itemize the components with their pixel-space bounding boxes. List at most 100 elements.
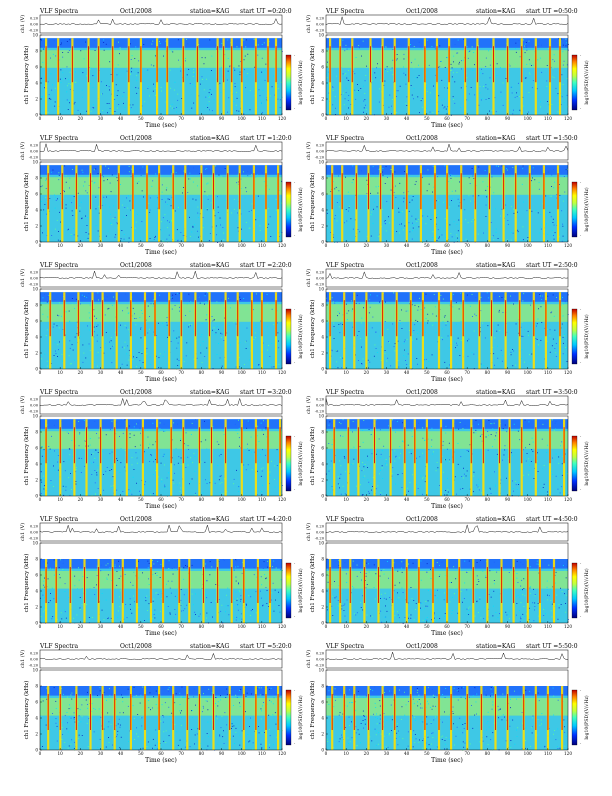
- spectrogram-speck: [42, 456, 43, 457]
- spectrogram-speck: [214, 327, 215, 328]
- burst-core: [78, 300, 79, 336]
- spectrogram-speck: [399, 446, 400, 447]
- spectrogram-speck: [496, 493, 497, 494]
- spectrogram-speck: [464, 474, 465, 475]
- spectrogram-speck: [360, 572, 361, 573]
- spectrogram-speck: [409, 194, 410, 195]
- spectrogram-speck: [108, 563, 109, 564]
- spectrogram-speck: [74, 360, 75, 361]
- x-tick-label: 60: [158, 624, 164, 629]
- spectrogram-speck: [336, 191, 337, 192]
- colorbar-label: log10(PSD)(V/√Hz): [297, 187, 304, 232]
- spectrogram-speck: [192, 84, 193, 85]
- spectrogram-speck: [90, 363, 91, 364]
- spectrogram-speck: [451, 613, 452, 614]
- spectrogram-speck: [249, 228, 250, 229]
- spectrogram-speck: [117, 95, 118, 96]
- spectrogram-speck: [88, 293, 89, 294]
- amp-tick-label: 0.20: [30, 17, 39, 21]
- spectrogram-speck: [552, 420, 553, 421]
- spectrogram-speck: [476, 315, 477, 316]
- spectrogram-speck: [537, 323, 538, 324]
- spectrogram-speck: [512, 113, 513, 114]
- spectrogram-speck: [205, 479, 206, 480]
- spectrogram-speck: [105, 343, 106, 344]
- spectrogram-speck: [328, 72, 329, 73]
- colorbar-tick-label: -: [294, 308, 296, 312]
- spectrogram-speck: [366, 180, 367, 181]
- spectrogram-speck: [92, 617, 93, 618]
- spectrogram-high-freq-band: [326, 38, 568, 48]
- spectrogram-speck: [367, 456, 368, 457]
- spectrogram-speck: [111, 223, 112, 224]
- spectrogram-speck: [329, 421, 330, 422]
- spectrogram-speck: [147, 583, 148, 584]
- spectrogram-speck: [103, 197, 104, 198]
- spectrogram-speck: [444, 87, 445, 88]
- spectrogram-speck: [380, 457, 381, 458]
- spectrogram-speck: [385, 350, 386, 351]
- spectrogram-speck: [223, 340, 224, 341]
- spectrogram-speck: [142, 190, 143, 191]
- spectrogram-speck: [132, 464, 133, 465]
- spectrogram-speck: [531, 461, 532, 462]
- x-tick-label: 120: [278, 624, 286, 629]
- spectrogram-speck: [377, 206, 378, 207]
- spectrogram-speck: [498, 617, 499, 618]
- spectrogram-speck: [106, 578, 107, 579]
- spectrogram-speck: [215, 483, 216, 484]
- spectrogram-speck: [65, 591, 66, 592]
- spectrogram-speck: [327, 229, 328, 230]
- spectrogram-speck: [557, 95, 558, 96]
- spectrogram-speck: [176, 112, 177, 113]
- spectrogram-speck: [130, 433, 131, 434]
- spectrogram-speck: [404, 54, 405, 55]
- spectrogram-speck: [452, 191, 453, 192]
- spectrogram-speck: [236, 430, 237, 431]
- spectrogram-speck: [335, 366, 336, 367]
- spectrogram-speck: [410, 482, 411, 483]
- spectrogram-speck: [478, 234, 479, 235]
- spectrogram-speck: [436, 217, 437, 218]
- x-tick-label: 100: [238, 370, 246, 375]
- spectrogram-speck: [355, 615, 356, 616]
- spectrogram-speck: [444, 459, 445, 460]
- spectrogram-speck: [340, 167, 341, 168]
- spectrogram-speck: [499, 296, 500, 297]
- spectrogram-speck: [128, 489, 129, 490]
- x-tick-label: 80: [199, 243, 205, 248]
- x-axis-label: Time (sec): [145, 376, 177, 383]
- colorbar: [286, 563, 291, 618]
- spectrogram-speck: [432, 325, 433, 326]
- spectrogram-speck: [553, 68, 554, 69]
- burst-core: [62, 173, 63, 209]
- spectrogram-speck: [168, 199, 169, 200]
- spectrogram-speck: [121, 238, 122, 239]
- spectrogram-mid-band: [40, 304, 282, 322]
- spectrogram-speck: [555, 429, 556, 430]
- spectrogram-speck: [152, 180, 153, 181]
- spectrogram-speck: [167, 317, 168, 318]
- y-tick-label: 4: [321, 81, 324, 86]
- spectrogram-speck: [206, 314, 207, 315]
- spectrogram-speck: [184, 361, 185, 362]
- spectrogram-speck: [543, 303, 544, 304]
- spectrogram-speck: [460, 447, 461, 448]
- spectrogram-speck: [494, 562, 495, 563]
- spectrogram-speck: [441, 80, 442, 81]
- spectrogram-speck: [264, 72, 265, 73]
- spectrogram-speck: [343, 73, 344, 74]
- spectrogram-speck: [563, 337, 564, 338]
- spectrogram-speck: [230, 569, 231, 570]
- spectrogram-speck: [384, 221, 385, 222]
- spectrogram-speck: [226, 606, 227, 607]
- x-tick-label: 10: [57, 243, 63, 248]
- spectrogram-speck: [276, 187, 277, 188]
- spectrogram-speck: [380, 494, 381, 495]
- spectrogram-speck: [545, 196, 546, 197]
- spectrogram-speck: [130, 43, 131, 44]
- spectrogram-speck: [148, 567, 149, 568]
- spectrogram-speck: [104, 180, 105, 181]
